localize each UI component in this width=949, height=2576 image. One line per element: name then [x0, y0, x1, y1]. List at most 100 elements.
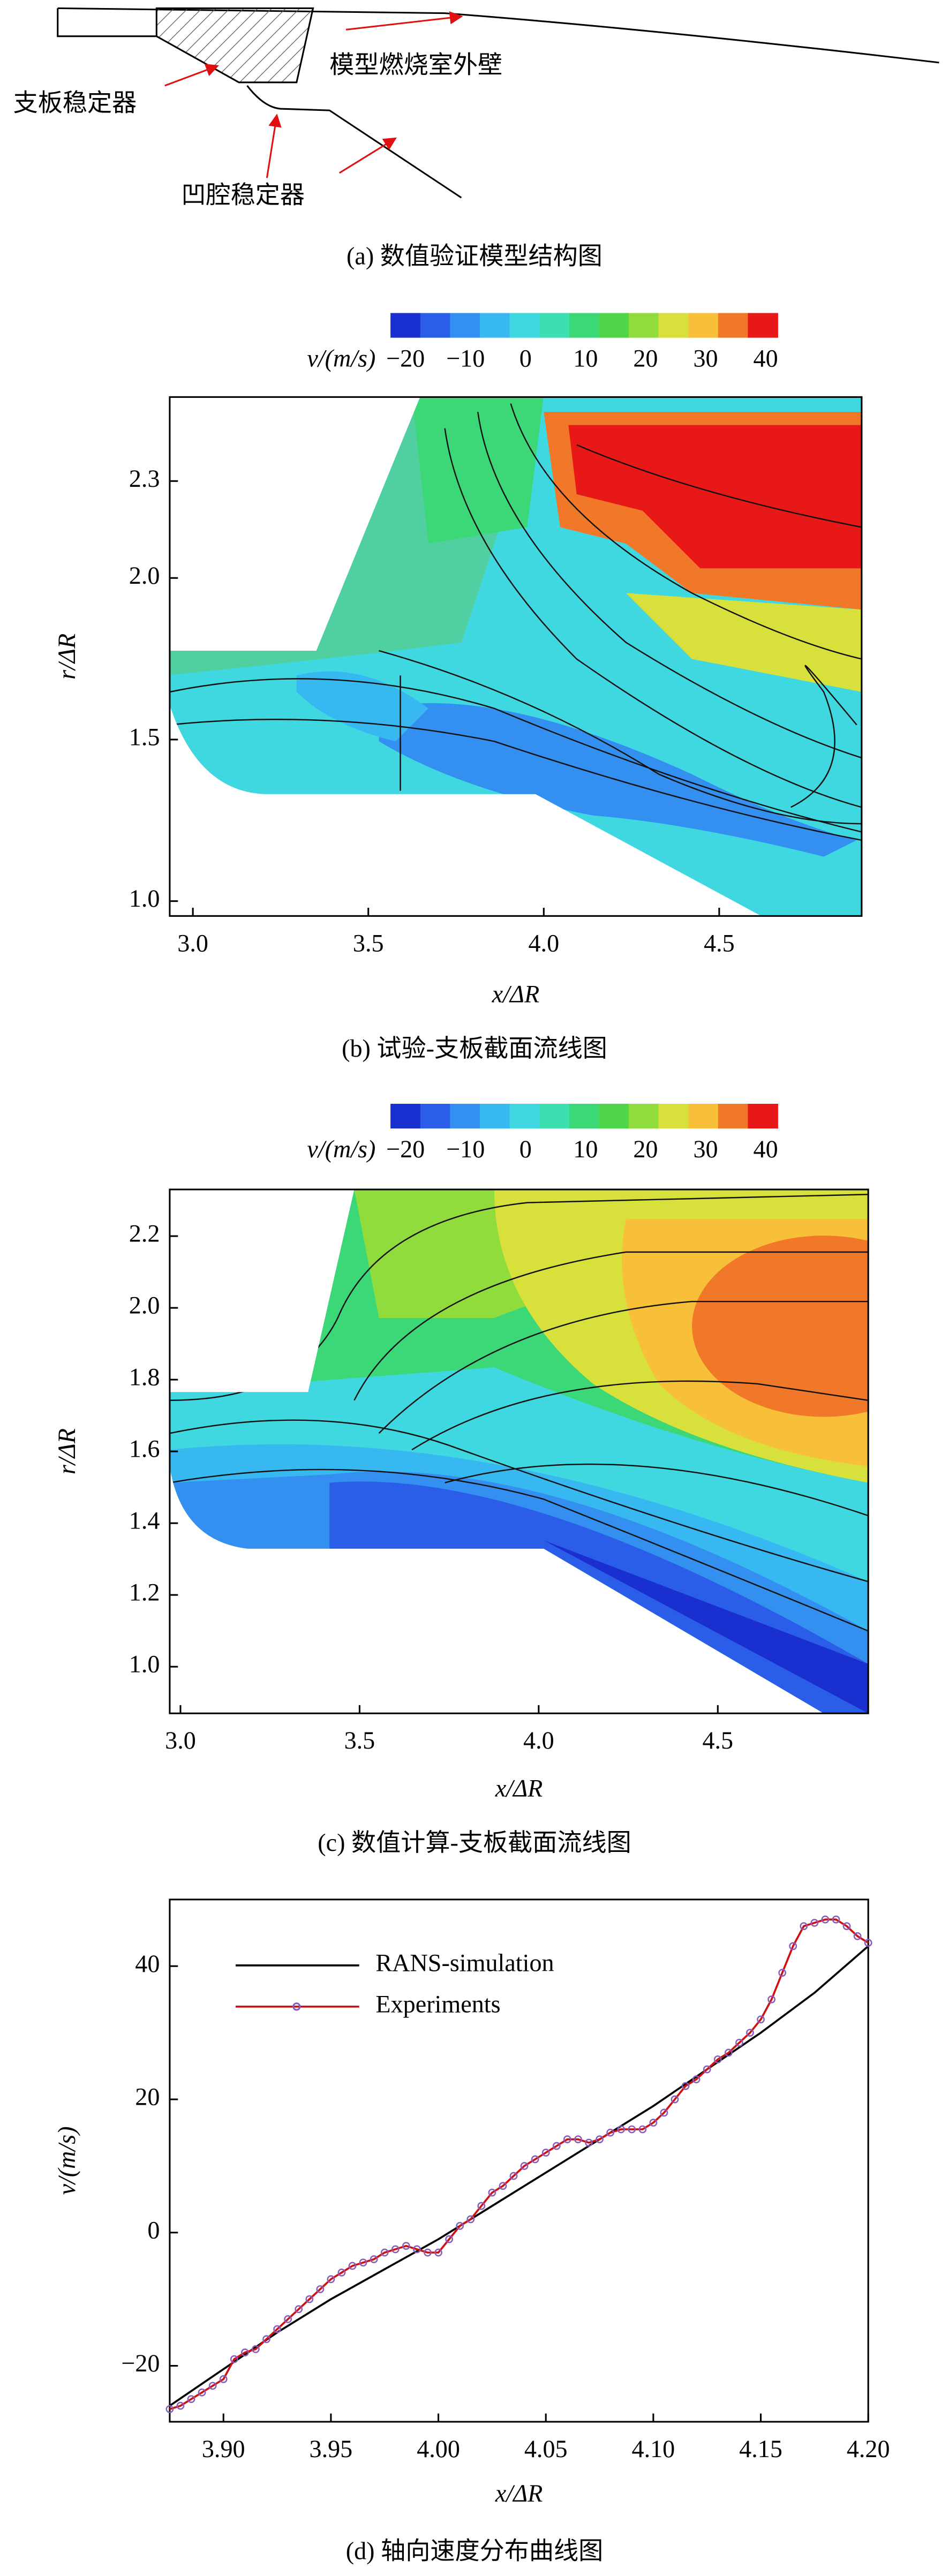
colorbar-cell: [479, 313, 510, 338]
colorbar-tick-label: 20: [633, 344, 658, 372]
colorbar-cell: [509, 1104, 540, 1129]
colorbar-cell: [569, 313, 600, 338]
marker: [466, 2215, 475, 2224]
colorbar-cell: [450, 313, 480, 338]
marker: [488, 2188, 496, 2197]
caption: (c) 数值计算-支板截面流线图: [318, 1829, 631, 1856]
marker: [757, 2015, 765, 2024]
y-tick-label: 1.5: [129, 724, 160, 751]
strut: [155, 7, 314, 84]
colorbar-cell: [539, 313, 570, 338]
label: 凹腔稳定器: [181, 182, 305, 209]
y-tick-label: 2.2: [129, 1220, 160, 1247]
marker: [337, 2268, 346, 2277]
colorbar-cell: [599, 313, 629, 338]
colorbar-tick-label: 30: [693, 1135, 718, 1163]
marker: [563, 2135, 571, 2143]
y-axis-title: r/ΔR: [53, 634, 80, 680]
y-tick-label: 1.0: [129, 1651, 160, 1678]
colorbar-cell: [390, 1104, 421, 1129]
x-tick-label: 3.0: [165, 1727, 196, 1754]
plot-frame: [169, 1188, 869, 1714]
marker: [832, 1915, 840, 1924]
marker: [606, 2128, 615, 2137]
marker: [219, 2375, 228, 2383]
marker: [262, 2335, 270, 2344]
marker: [692, 2075, 701, 2084]
colorbar-tick-label: 20: [633, 1135, 658, 1163]
marker: [552, 2142, 561, 2150]
colorbar-cell: [599, 1104, 629, 1129]
marker: [208, 2382, 217, 2390]
colorbar-tick-label: 0: [519, 1135, 532, 1163]
x-axis-title: x/ΔR: [495, 1774, 543, 1802]
marker: [499, 2182, 507, 2190]
marker: [864, 1939, 872, 1947]
y-axis-title: r/ΔR: [53, 1428, 80, 1474]
colorbar-tick-label: 10: [573, 1135, 598, 1163]
colorbar-title: v/(m/s): [307, 344, 375, 372]
x-tick-label: 4.15: [739, 2435, 782, 2462]
marker: [585, 2138, 593, 2147]
marker: [649, 2119, 658, 2127]
label: 支板稳定器: [13, 89, 137, 116]
marker: [574, 2135, 582, 2143]
y-tick-label: 2.0: [129, 1292, 160, 1319]
y-tick-label: 40: [135, 1950, 160, 1977]
colorbar-cell: [748, 1104, 778, 1129]
y-tick-label: 20: [135, 2083, 160, 2111]
marker: [165, 2405, 174, 2413]
schematic: 模型燃烧室外壁 支板稳定器 凹腔稳定器 (a) 数值验证模型结构图: [13, 7, 939, 270]
marker: [316, 2285, 325, 2293]
marker: [380, 2248, 389, 2257]
y-axis-title: v/(m/s): [53, 2126, 80, 2195]
x-tick-label: 4.5: [704, 929, 735, 956]
colorbar-cell: [509, 313, 540, 338]
x-tick-label: 4.0: [523, 1727, 554, 1754]
x-tick-label: 4.5: [702, 1727, 733, 1754]
marker: [424, 2248, 432, 2257]
marker: [628, 2125, 636, 2134]
marker: [735, 2038, 743, 2047]
contour-fill: [169, 1189, 869, 1714]
marker: [853, 1932, 862, 1940]
marker: [402, 2242, 410, 2250]
marker: [187, 2395, 195, 2404]
streamlines: [169, 1194, 869, 1632]
legend-marker: [292, 2002, 301, 2011]
colorbar-cell: [658, 1104, 689, 1129]
outer-wall: [57, 7, 939, 64]
marker: [348, 2262, 357, 2270]
marker: [821, 1915, 830, 1924]
label: 模型燃烧室外壁: [329, 51, 502, 79]
marker: [240, 2348, 249, 2357]
arrow: [345, 11, 463, 31]
colorbar-cell: [718, 313, 749, 338]
marker: [746, 2029, 754, 2037]
colorbar-cell: [658, 313, 689, 338]
marker: [230, 2355, 238, 2363]
marker: [724, 2048, 733, 2057]
colorbar-tick-label: 40: [754, 1135, 778, 1163]
x-tick-label: 4.00: [417, 2435, 460, 2462]
marker: [434, 2248, 442, 2257]
marker: [284, 2315, 292, 2323]
marker: [413, 2245, 421, 2254]
marker: [273, 2325, 281, 2333]
colorbar-tick-label: 30: [693, 344, 718, 372]
x-tick-label: 3.0: [177, 929, 208, 956]
marker: [295, 2305, 303, 2314]
colorbar-cell: [748, 313, 778, 338]
colorbar-cell: [420, 313, 451, 338]
legend-label: RANS-simulation: [375, 1949, 554, 1976]
colorbar-tick-label: −20: [386, 1135, 425, 1163]
arrow: [266, 114, 282, 178]
marker: [810, 1918, 819, 1927]
marker: [305, 2295, 314, 2303]
caption: (d) 轴向速度分布曲线图: [346, 2537, 603, 2565]
marker: [767, 1995, 775, 2003]
marker: [703, 2065, 711, 2074]
y-tick-label: 1.2: [129, 1579, 160, 1606]
series-line: [169, 1918, 869, 2411]
